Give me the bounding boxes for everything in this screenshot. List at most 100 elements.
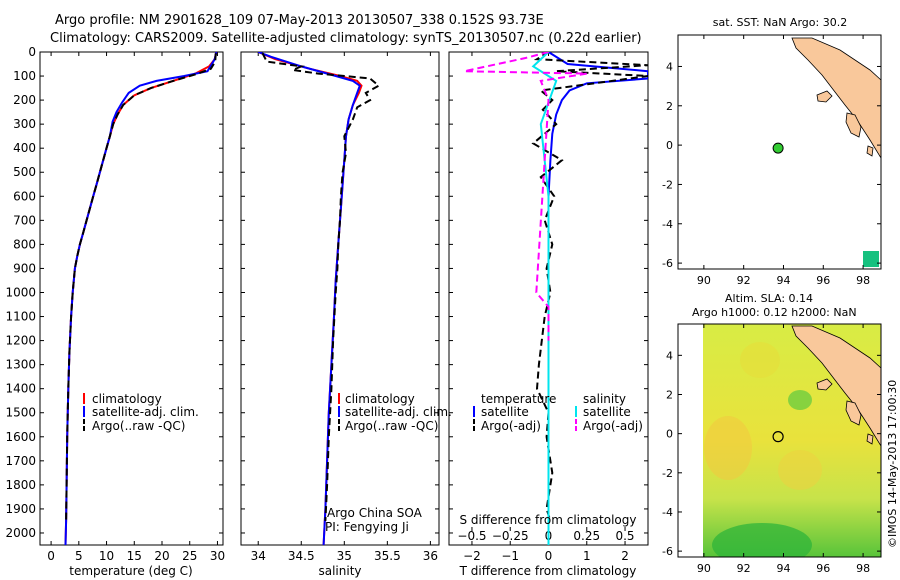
depth-tick-label: 2000 [5, 526, 36, 540]
pi-annotation-line2: PI: Fengying Ji [325, 520, 409, 534]
map-x-tick-label: 98 [856, 274, 870, 287]
sst-square [863, 251, 879, 267]
difference-xlabel: T difference from climatology [459, 564, 637, 578]
depth-tick-label: 1100 [5, 310, 36, 324]
legend-title-salinity: salinity [583, 392, 626, 406]
depth-tick-label: 200 [13, 93, 36, 107]
depth-tick-label: 600 [13, 189, 36, 203]
x-tick-label: 1 [583, 549, 591, 563]
s-diff-tick-label: 0.5 [615, 529, 634, 543]
sla-high-patch-3 [778, 450, 822, 490]
depth-tick-label: 0 [28, 45, 36, 59]
sla-map-title-line2: Argo h1000: 0.12 h2000: NaN [692, 306, 857, 319]
difference-depth-ticks [449, 51, 648, 534]
sal-legend-label-satellite: satellite-adj. clim. [345, 405, 452, 419]
map-y-tick-label: -6 [662, 257, 673, 270]
sla-high-patch [704, 416, 752, 480]
legend-label-climatology: climatology [92, 392, 162, 406]
temperature-x-axis: 0 5 10 15 20 25 30 [47, 52, 225, 563]
depth-tick-label: 1500 [5, 406, 36, 420]
x-tick-label: 35.5 [374, 549, 401, 563]
s-diff-tick-label: −0.25 [492, 529, 529, 543]
island-small [866, 145, 874, 157]
x-tick-label: −2 [463, 549, 481, 563]
depth-axis: 0 100 200 300 400 500 600 700 800 900 1000 1100 1200… [5, 45, 223, 540]
depth-tick-label: 700 [13, 213, 36, 227]
map-x-tick-label: 96 [816, 274, 830, 287]
map-y-tick-label: 0 [666, 428, 673, 441]
salinity-depth-ticks [241, 51, 439, 534]
map-x-tick-label: 92 [737, 562, 751, 575]
sla-high-patch-2 [740, 342, 780, 378]
sal-legend-label-climatology: climatology [345, 392, 415, 406]
sla-map-field [678, 324, 881, 557]
salinity-axes-frame [240, 51, 440, 546]
difference-panel: −2 −1 0 1 2 −0.5 −0.25 0 0.25 0.5 T difference f… [448, 51, 649, 578]
sst-map-frame [677, 34, 882, 270]
x-tick-label: 0 [47, 549, 55, 563]
depth-tick-label: 1200 [5, 334, 36, 348]
salinity-xlabel: salinity [318, 564, 361, 578]
salinity-difference-axis: −0.5 −0.25 0 0.25 0.5 [457, 527, 635, 543]
depth-tick-label: 1900 [5, 502, 36, 516]
depth-tick-label: 1400 [5, 382, 36, 396]
map-x-tick-label: 94 [776, 274, 790, 287]
map-y-tick-label: -6 [662, 545, 673, 558]
x-tick-label: 34.5 [288, 549, 315, 563]
depth-tick-label: 1300 [5, 358, 36, 372]
map-x-tick-label: 90 [697, 562, 711, 575]
depth-tick-label: 1600 [5, 430, 36, 444]
series-argo-raw-qc- [261, 52, 381, 522]
x-tick-label: 34 [251, 549, 266, 563]
map-x-tick-label: 94 [776, 562, 790, 575]
map-x-tick-label: 98 [856, 562, 870, 575]
difference-s-xlabel: S difference from climatology [460, 513, 637, 527]
x-tick-label: −1 [501, 549, 519, 563]
depth-tick-label: 300 [13, 117, 36, 131]
series-argo-raw-qc- [65, 53, 217, 522]
difference-legend: temperature salinity satellite Argo(-adj… [473, 392, 643, 433]
x-tick-label: 35 [337, 549, 352, 563]
s-diff-tick-label: −0.5 [457, 529, 486, 543]
x-tick-label: 36 [423, 549, 438, 563]
series-climatology [257, 52, 363, 545]
salinity-panel: 34 34.5 35 35.5 36 salinity climatology sate… [240, 51, 452, 578]
map-y-tick-label: 4 [666, 60, 673, 73]
x-tick-label: 0 [545, 549, 553, 563]
x-tick-label: 25 [182, 549, 197, 563]
sla-island-nias [845, 400, 862, 426]
temperature-xlabel: temperature (deg C) [69, 564, 192, 578]
pi-annotation-line1: Argo China SOA [327, 506, 423, 520]
temperature-panel: 0100200300400500600700800900100011001200… [5, 45, 225, 578]
series-temperature-satellite [547, 52, 648, 545]
map-x-tick-label: 92 [737, 274, 751, 287]
salinity-series-layer [257, 52, 381, 545]
map-y-tick-label: -2 [662, 178, 673, 191]
difference-x-axis: −2 −1 0 1 2 [463, 52, 629, 563]
map-y-tick-label: -2 [662, 467, 673, 480]
dif-legend-label-t-sat: satellite [481, 405, 529, 419]
map-y-tick-label: 2 [666, 388, 673, 401]
sst-map-panel: sat. SST: NaN Argo: 30.2 90 92 94 96 98 -6 -4 -… [662, 16, 882, 287]
sla-sumatra-land [791, 325, 881, 447]
depth-tick-label: 400 [13, 141, 36, 155]
salinity-legend: climatology satellite-adj. clim. Argo(..… [338, 392, 452, 433]
sst-map-land [791, 37, 881, 267]
depth-tick-label: 1000 [5, 285, 36, 299]
map-y-tick-label: -4 [662, 506, 673, 519]
sla-map-title-line1: Altim. SLA: 0.14 [725, 292, 813, 305]
sla-island-small [866, 433, 874, 445]
sla-argo-location-marker [772, 431, 784, 443]
map-x-tick-label: 90 [697, 274, 711, 287]
series-salinity-argo-adj- [464, 52, 587, 341]
sal-legend-label-argo: Argo(..raw -QC) [345, 419, 438, 433]
sla-map-panel: Altim. SLA: 0.14 Argo h1000: 0.12 h2000:… [662, 292, 882, 575]
series-satellite-adj-clim- [64, 52, 218, 545]
map-x-tick-label: 96 [816, 562, 830, 575]
legend-label-satellite: satellite-adj. clim. [92, 405, 199, 419]
map-y-tick-label: 0 [666, 139, 673, 152]
map-y-tick-label: -4 [662, 218, 673, 231]
depth-tick-label: 500 [13, 165, 36, 179]
depth-tick-label: 1800 [5, 478, 36, 492]
